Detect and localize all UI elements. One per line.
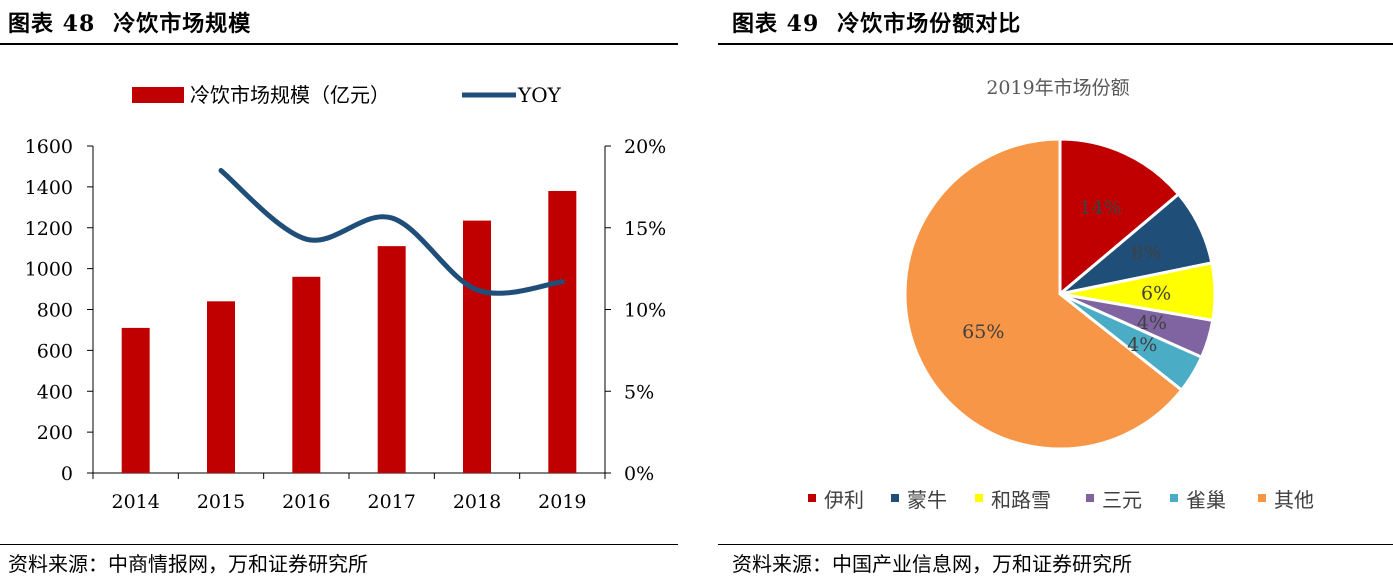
pie-data-label: 65% bbox=[962, 321, 1004, 343]
market-share-chart: 2019年市场份额 14% 8% 6% 4%4% 65% 伊利 蒙牛 和路雪 三元 雀巢 其他 bbox=[808, 77, 1314, 512]
bar-2015 bbox=[207, 301, 235, 473]
pie-legend-swatch-蒙牛 bbox=[891, 494, 899, 502]
x-tick-label: 2016 bbox=[282, 491, 330, 513]
pie-legend-label-伊利: 伊利 bbox=[824, 488, 864, 512]
pie-legend-swatch-三元 bbox=[1086, 494, 1094, 502]
right-y-tick-label: 5% bbox=[624, 381, 654, 403]
figure-48-bottom-rule bbox=[0, 544, 678, 545]
pie-legend-label-三元: 三元 bbox=[1102, 488, 1142, 512]
bar-2018 bbox=[463, 220, 491, 473]
figure-49-title-text: 冷饮市场份额对比 bbox=[837, 11, 1022, 37]
pie-legend-swatch-伊利 bbox=[808, 494, 816, 502]
right-y-tick-label: 20% bbox=[624, 136, 666, 158]
figure-49-panel: 图表 49 冷饮市场份额对比 2019年市场份额 14% 8% 6% 4% 4% 65% 伊… bbox=[718, 0, 1393, 578]
figure-48-top-rule bbox=[0, 43, 678, 45]
bar-series bbox=[121, 190, 577, 473]
left-y-tick-label: 1000 bbox=[25, 259, 73, 281]
pie-legend: 伊利 蒙牛 和路雪 三元 雀巢 其他 bbox=[808, 488, 1314, 512]
yoy-series bbox=[218, 168, 565, 296]
x-tick-label: 2018 bbox=[453, 491, 501, 513]
x-tick-label: 2015 bbox=[197, 491, 245, 513]
pie-legend-label-其他: 其他 bbox=[1274, 488, 1314, 512]
left-y-tick-label: 400 bbox=[37, 381, 73, 403]
pie-legend-swatch-雀巢 bbox=[1170, 494, 1178, 502]
left-y-tick-label: 1400 bbox=[25, 177, 73, 199]
bar-chart-legend: 冷饮市场规模（亿元） YOY bbox=[132, 83, 562, 107]
x-tick-label: 2014 bbox=[111, 491, 159, 513]
pie-data-label: 14% bbox=[1079, 197, 1121, 219]
pie-legend-swatch-其他 bbox=[1258, 494, 1266, 502]
right-y-tick-label: 10% bbox=[624, 300, 666, 322]
figure-49-bottom-rule bbox=[718, 544, 1393, 545]
left-y-tick-label: 200 bbox=[37, 422, 73, 444]
figure-49-number: 图表 49 bbox=[732, 11, 820, 37]
figure-49-source: 资料来源：中国产业信息网，万和证券研究所 bbox=[732, 552, 1132, 576]
figure-48-title: 图表 48 冷饮市场规模 bbox=[8, 6, 251, 38]
pie-chart-title: 2019年市场份额 bbox=[986, 77, 1129, 99]
bar-chart-axes bbox=[87, 145, 611, 479]
bar-2014 bbox=[121, 327, 150, 473]
pie-data-label: 6% bbox=[1141, 283, 1171, 305]
figure-48-source: 资料来源：中商情报网，万和证券研究所 bbox=[8, 552, 368, 576]
legend-swatch-market-size bbox=[132, 87, 184, 103]
pie-legend-swatch-和路雪 bbox=[975, 494, 983, 502]
pie-legend-label-雀巢: 雀巢 bbox=[1186, 488, 1226, 512]
market-size-chart: 冷饮市场规模（亿元） YOY 0 200 400 600 800 1000 1200 1400… bbox=[25, 83, 667, 513]
pie-legend-label-蒙牛: 蒙牛 bbox=[907, 488, 947, 512]
x-tick-label: 2017 bbox=[367, 491, 415, 513]
pie-data-label: 4% bbox=[1127, 334, 1157, 356]
figure-48-title-text: 冷饮市场规模 bbox=[113, 11, 252, 37]
bar-2017 bbox=[377, 246, 406, 473]
left-y-tick-label: 1200 bbox=[25, 218, 73, 240]
figure-48-panel: 图表 48 冷饮市场规模 冷饮市场规模（亿元） YOY 0 200 400 600 800… bbox=[0, 0, 680, 578]
bar-2019 bbox=[548, 190, 577, 473]
figure-49-top-rule bbox=[718, 43, 1393, 45]
pie-legend-label-和路雪: 和路雪 bbox=[991, 488, 1051, 512]
figure-49-title: 图表 49 冷饮市场份额对比 bbox=[732, 6, 1021, 38]
pie-data-label: 4% bbox=[1137, 312, 1167, 334]
pie-slice-伊利 bbox=[1058, 137, 1181, 298]
left-y-tick-label: 800 bbox=[37, 300, 73, 322]
pie-slices bbox=[903, 137, 1217, 451]
right-y-tick-label: 15% bbox=[624, 218, 666, 240]
bar-chart-tick-labels: 0 200 400 600 800 1000 1200 1400 1600 0% 5% 10% 15% 2… bbox=[25, 136, 667, 513]
pie-data-labels: 14% 8% 6% 4%4% 65% bbox=[962, 197, 1171, 356]
pie-slice-其他 bbox=[903, 137, 1184, 451]
left-y-tick-label: 600 bbox=[37, 340, 73, 362]
legend-label-yoy: YOY bbox=[517, 83, 562, 107]
figure-48-number: 图表 48 bbox=[8, 11, 96, 37]
left-y-tick-label: 0 bbox=[61, 463, 73, 485]
legend-label-market-size: 冷饮市场规模（亿元） bbox=[190, 83, 390, 107]
x-tick-label: 2019 bbox=[538, 491, 586, 513]
pie-data-label: 8% bbox=[1131, 242, 1161, 264]
bar-2016 bbox=[292, 276, 321, 473]
left-y-tick-label: 1600 bbox=[25, 136, 73, 158]
right-y-tick-label: 0% bbox=[624, 463, 654, 485]
yoy-line bbox=[218, 168, 565, 296]
